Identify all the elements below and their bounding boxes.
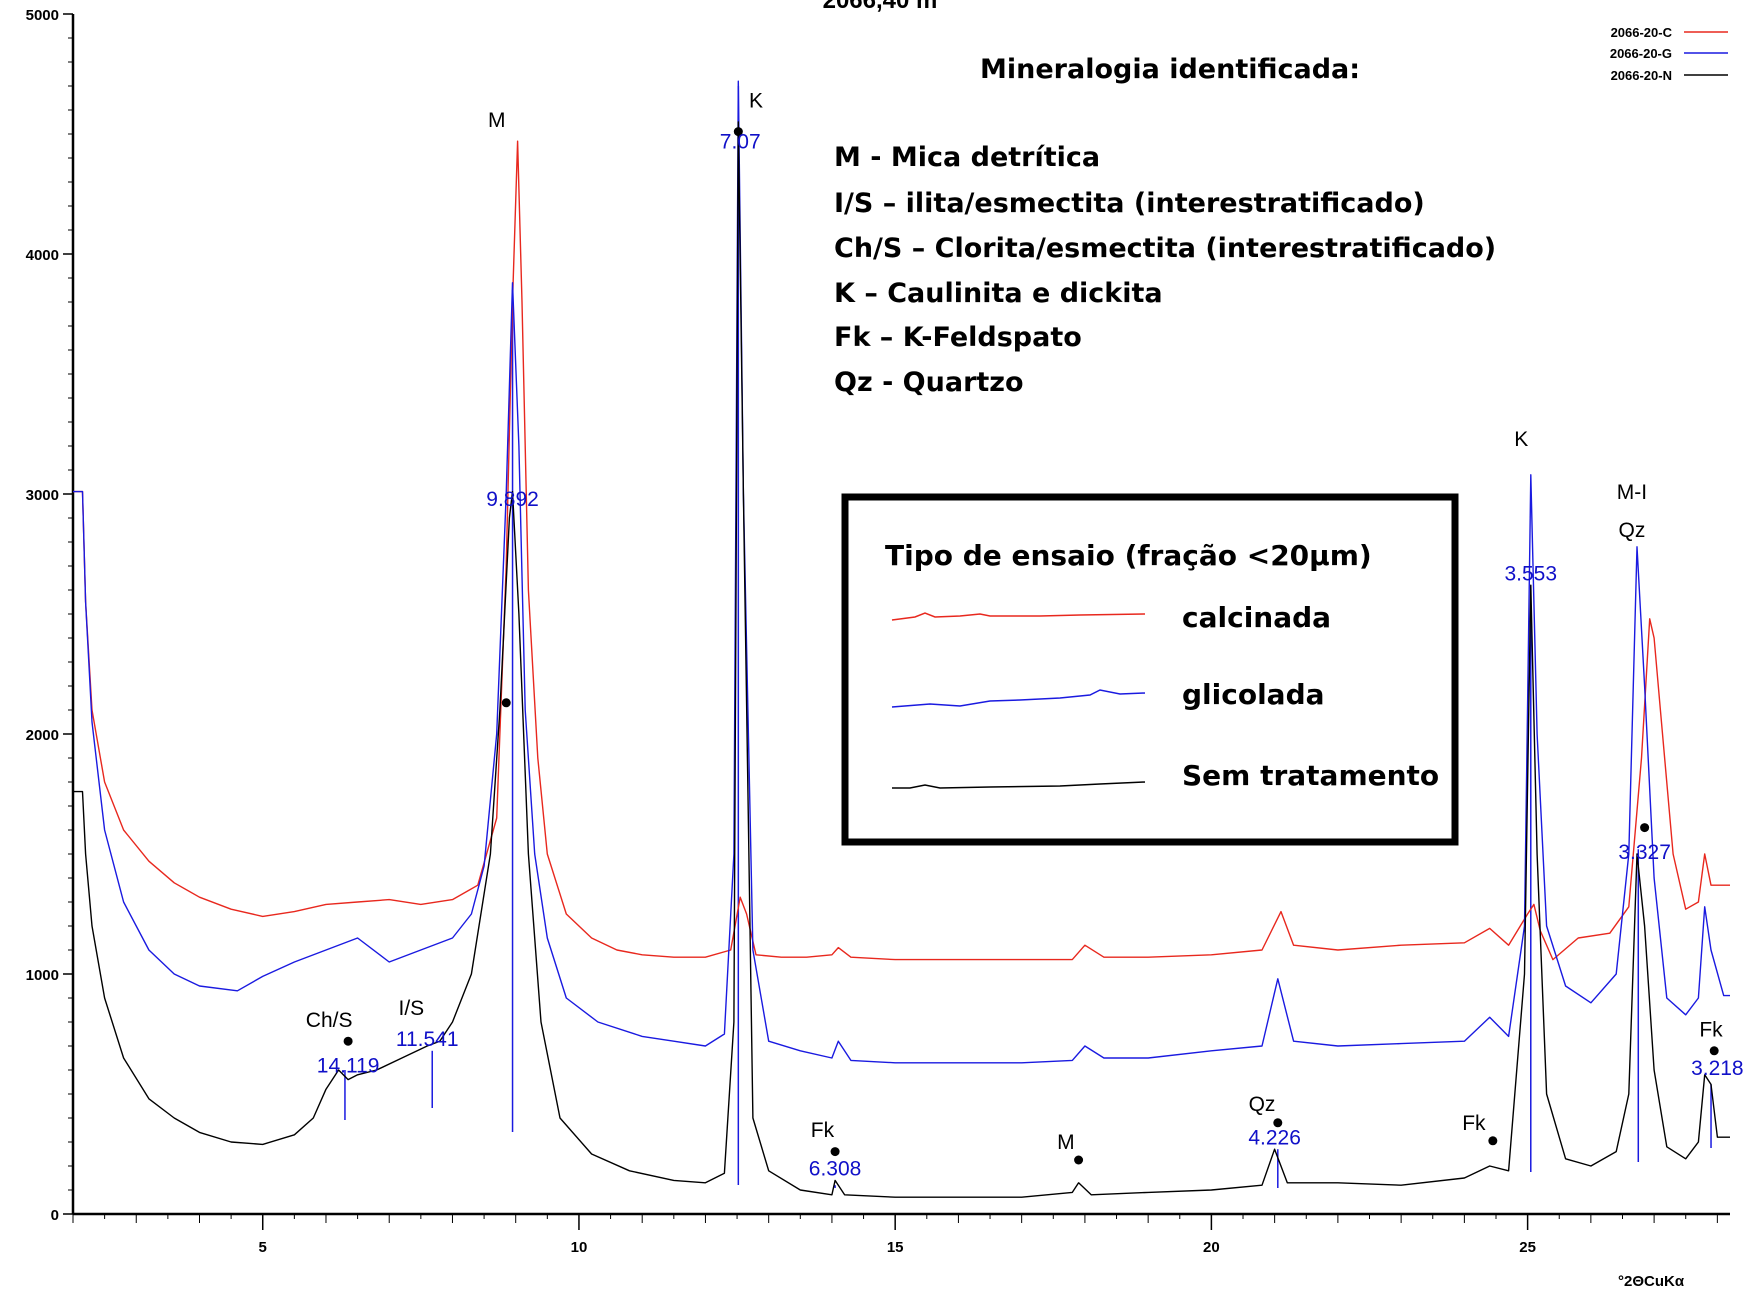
peak-marker bbox=[1640, 823, 1650, 833]
y-tick-label: 1000 bbox=[26, 967, 59, 984]
test-item-glicolada: glicolada bbox=[1182, 678, 1325, 711]
mineral-item-m: M - Mica detrítica bbox=[834, 142, 1100, 173]
chart-title: 2066,40 m bbox=[823, 0, 938, 14]
peak-labels: M K K M-I Qz Ch/S I/S Fk M Qz Fk Fk bbox=[306, 90, 1723, 1155]
peak-marker bbox=[733, 127, 743, 137]
d-spacing-label: 11.541 bbox=[396, 1028, 459, 1051]
d-spacing-label: 14.119 bbox=[317, 1054, 380, 1077]
series-lines bbox=[73, 80, 1730, 1198]
x-axis-label: °2ΘCuKα bbox=[1618, 1273, 1685, 1290]
peak-label: Fk bbox=[1699, 1018, 1723, 1041]
peak-marker bbox=[343, 1036, 353, 1046]
peak-label: I/S bbox=[399, 997, 425, 1020]
y-tick-label: 0 bbox=[51, 1207, 59, 1224]
d-spacing-labels: 7.07 9.892 3.553 3.327 14.119 11.541 6.308 4.22… bbox=[317, 130, 1744, 1180]
peak-label: M bbox=[1057, 1131, 1075, 1154]
peak-marker bbox=[1074, 1155, 1084, 1165]
mineralogy-title: Mineralogia identificada: bbox=[980, 54, 1360, 85]
peak-markers bbox=[343, 127, 1719, 1165]
series-line-n bbox=[73, 121, 1730, 1198]
test-swatch-sem-tratamento bbox=[892, 781, 1146, 789]
legend-entry-g: 2066-20-G bbox=[1610, 46, 1672, 61]
peak-marker bbox=[1709, 1046, 1719, 1056]
test-item-calcinada: calcinada bbox=[1182, 601, 1331, 634]
d-spacing-label: 9.892 bbox=[486, 488, 539, 511]
test-type-frame bbox=[841, 493, 1459, 846]
legend-entry-c: 2066-20-C bbox=[1611, 25, 1673, 40]
y-tick-label: 4000 bbox=[26, 247, 59, 264]
peak-label: K bbox=[1514, 428, 1528, 451]
series-line-c bbox=[73, 140, 1730, 961]
series-legend: 2066-20-C 2066-20-G 2066-20-N bbox=[1610, 25, 1728, 83]
y-tick-label: 2000 bbox=[26, 727, 59, 744]
test-type-title: Tipo de ensaio (fração <20µm) bbox=[885, 539, 1372, 572]
y-tick-label: 5000 bbox=[26, 7, 59, 24]
mineral-item-qz: Qz - Quartzo bbox=[834, 367, 1024, 398]
x-tick-label: 5 bbox=[259, 1239, 267, 1256]
peak-label: Ch/S bbox=[306, 1009, 353, 1032]
d-spacing-label: 3.327 bbox=[1618, 841, 1671, 864]
d-spacing-label: 3.553 bbox=[1504, 562, 1557, 585]
peak-marker bbox=[830, 1147, 840, 1157]
d-spacing-label: 6.308 bbox=[809, 1158, 862, 1181]
x-tick-label: 25 bbox=[1519, 1239, 1536, 1256]
mineral-item-chs: Ch/S – Clorita/esmectita (interestratifi… bbox=[834, 233, 1496, 264]
d-spacing-label: 3.218 bbox=[1691, 1057, 1744, 1080]
peak-label: M bbox=[488, 109, 506, 132]
x-tick-label: 20 bbox=[1203, 1239, 1220, 1256]
peak-marker bbox=[1273, 1118, 1283, 1128]
peak-marker bbox=[501, 698, 511, 708]
peak-marker bbox=[1488, 1136, 1498, 1146]
peak-label: K bbox=[749, 90, 763, 113]
peak-label: Qz bbox=[1619, 519, 1646, 542]
x-tick-label: 10 bbox=[571, 1239, 588, 1256]
series-line-g bbox=[73, 80, 1730, 1064]
y-tick-label: 3000 bbox=[26, 487, 59, 504]
legend-entry-n: 2066-20-N bbox=[1611, 68, 1672, 83]
peak-label: Qz bbox=[1249, 1093, 1276, 1116]
test-swatch-glicolada bbox=[891, 689, 1146, 708]
test-swatch-calcinada bbox=[891, 612, 1146, 621]
peak-label: Fk bbox=[811, 1119, 835, 1142]
axes: 0 1000 2000 3000 4000 5000 5 10 15 20 25 bbox=[26, 7, 1730, 1256]
mineral-item-is: I/S – ilita/esmectita (interestratificad… bbox=[834, 188, 1425, 219]
test-item-sem-tratamento: Sem tratamento bbox=[1182, 759, 1439, 792]
peak-label: Fk bbox=[1462, 1112, 1486, 1135]
mineral-item-k: K – Caulinita e dickita bbox=[834, 278, 1163, 309]
d-spacing-label: 4.226 bbox=[1248, 1126, 1301, 1149]
stick-lines bbox=[344, 86, 1712, 1188]
d-spacing-label: 7.07 bbox=[720, 130, 761, 153]
mineralogy-legend: Mineralogia identificada: M - Mica detrí… bbox=[834, 54, 1496, 398]
peak-label: M-I bbox=[1617, 481, 1647, 504]
x-tick-label: 15 bbox=[887, 1239, 904, 1256]
mineral-item-fk: Fk – K-Feldspato bbox=[834, 322, 1082, 353]
test-type-box: Tipo de ensaio (fração <20µm) calcinada … bbox=[841, 493, 1459, 846]
